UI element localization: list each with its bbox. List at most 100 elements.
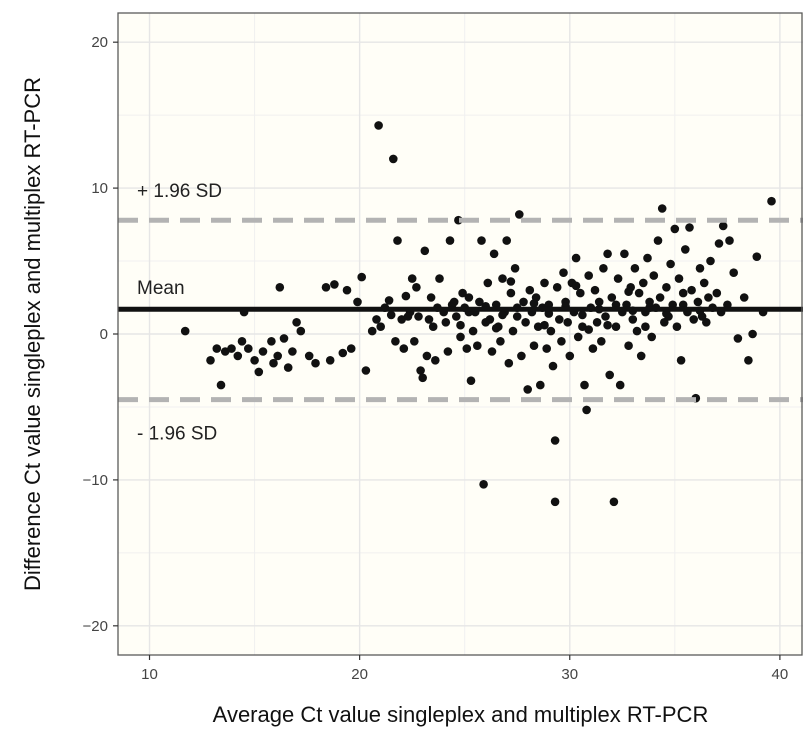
data-point — [361, 366, 371, 375]
data-point — [748, 329, 757, 339]
data-point — [311, 358, 320, 368]
data-point — [483, 278, 493, 288]
data-point — [725, 236, 734, 245]
data-point — [582, 405, 591, 415]
data-point — [506, 288, 516, 298]
x-tick-label: 20 — [351, 666, 368, 683]
data-point — [649, 271, 659, 280]
data-point — [296, 326, 306, 336]
data-point — [540, 320, 549, 330]
data-point — [603, 320, 612, 330]
x-tick-label: 10 — [141, 666, 158, 683]
data-point — [525, 285, 535, 295]
data-point — [672, 322, 682, 332]
data-point — [273, 351, 283, 361]
data-point — [752, 252, 762, 261]
data-point — [699, 278, 709, 288]
data-point — [611, 322, 621, 332]
data-point — [502, 236, 512, 245]
y-tick-label: −10 — [83, 472, 108, 489]
data-point — [283, 363, 293, 372]
data-point — [487, 347, 497, 356]
data-point — [428, 322, 438, 332]
data-point — [643, 253, 652, 263]
x-tick-label: 30 — [561, 666, 578, 683]
data-point — [681, 245, 690, 254]
data-point — [458, 288, 467, 298]
data-point — [325, 356, 335, 365]
data-point — [477, 236, 486, 245]
data-point — [584, 271, 593, 280]
data-point — [338, 348, 348, 358]
data-point — [706, 256, 715, 266]
data-point — [733, 334, 743, 343]
data-point — [536, 380, 545, 390]
data-point — [674, 274, 684, 283]
data-point — [634, 288, 644, 298]
data-point — [510, 264, 520, 273]
data-point — [685, 223, 694, 232]
y-tick-label: 10 — [91, 180, 108, 197]
data-point — [422, 351, 432, 361]
data-point — [435, 274, 444, 283]
y-tick-label: 0 — [100, 326, 108, 343]
data-point — [384, 296, 394, 305]
data-point — [529, 299, 539, 308]
data-point — [542, 344, 551, 353]
data-point — [571, 253, 581, 263]
data-point — [424, 315, 434, 324]
data-point — [237, 337, 247, 346]
data-point — [605, 370, 614, 380]
data-point — [666, 259, 675, 269]
data-point — [540, 278, 549, 288]
data-point — [412, 283, 421, 292]
data-point — [744, 356, 753, 365]
data-point — [519, 297, 528, 307]
data-point — [571, 281, 581, 291]
data-point — [449, 297, 459, 307]
data-point — [279, 334, 289, 343]
upper-loa-label: + 1.96 SD — [137, 181, 222, 202]
data-point — [407, 274, 417, 283]
data-points — [180, 121, 776, 507]
data-point — [693, 297, 703, 307]
data-point — [330, 280, 339, 289]
data-point — [653, 236, 663, 245]
data-point — [275, 283, 285, 292]
data-point — [714, 239, 724, 248]
data-point — [655, 293, 665, 302]
data-point — [689, 315, 698, 324]
data-point — [590, 285, 600, 295]
data-point — [216, 380, 226, 390]
data-point — [466, 376, 476, 386]
data-point — [565, 351, 575, 361]
data-point — [563, 318, 572, 327]
data-point — [521, 318, 530, 327]
data-point — [628, 315, 638, 324]
data-point — [670, 224, 680, 234]
data-point — [512, 312, 522, 321]
data-point — [353, 297, 362, 307]
data-point — [206, 356, 215, 365]
data-point — [267, 337, 276, 346]
data-point — [376, 322, 386, 332]
data-point — [515, 210, 524, 219]
data-point — [523, 385, 532, 394]
x-axis-title: Average Ct value singleplex and multiple… — [213, 702, 709, 727]
data-point — [441, 318, 451, 327]
data-point — [729, 268, 738, 278]
data-point — [410, 337, 419, 346]
data-point — [588, 344, 598, 353]
data-point — [473, 341, 482, 351]
x-tick-label: 40 — [772, 666, 789, 683]
data-point — [555, 315, 564, 324]
data-point — [657, 204, 667, 213]
y-tick-label: 20 — [91, 34, 108, 51]
data-point — [597, 337, 606, 346]
data-point — [603, 249, 612, 259]
data-point — [468, 326, 478, 336]
data-point — [403, 312, 413, 321]
data-point — [718, 221, 728, 231]
data-point — [456, 332, 465, 342]
